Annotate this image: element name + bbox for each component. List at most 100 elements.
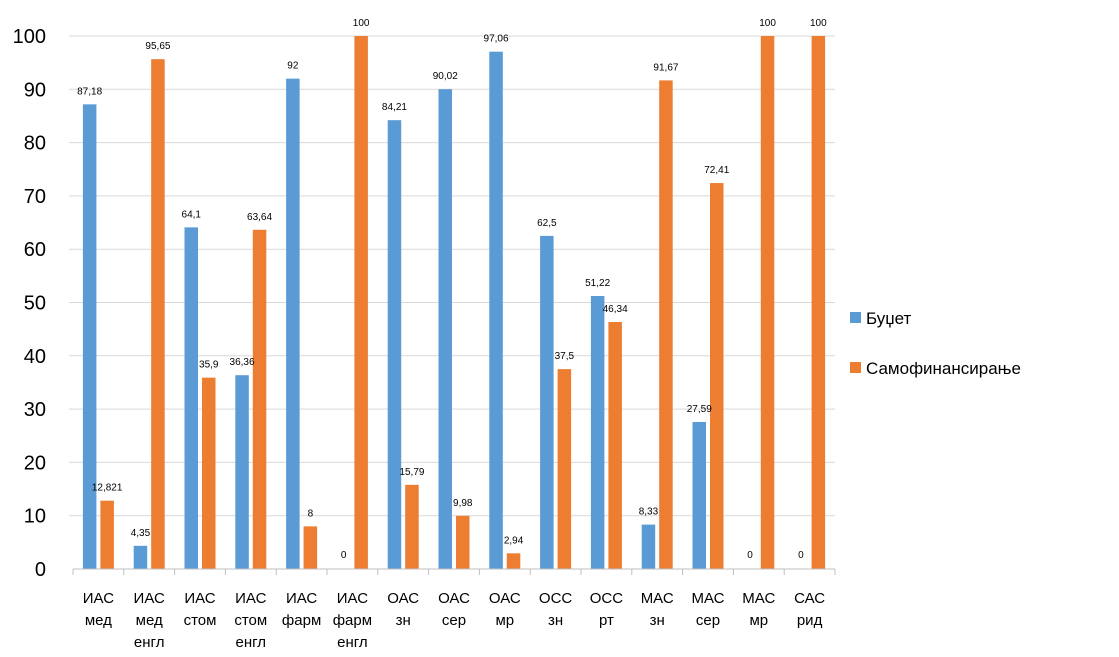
y-tick-label: 10	[24, 506, 46, 528]
x-category-label: ОАС мр	[489, 590, 521, 629]
x-category-label-line: сер	[442, 612, 466, 629]
x-category-label-line: енгл	[236, 634, 267, 651]
data-label: 90,02	[433, 71, 458, 82]
x-category-label-line: мр	[495, 612, 514, 629]
bar	[151, 59, 165, 570]
x-category-label: ИАС фарм енгл	[333, 590, 372, 651]
x-category-label-line: мр	[749, 612, 768, 629]
bar	[82, 104, 97, 569]
legend: Буџет Самофинансирање	[850, 309, 1021, 378]
data-label: 100	[353, 18, 370, 29]
x-category-label-line: ИАС	[286, 590, 317, 607]
x-category-label-line: мед	[85, 612, 112, 629]
data-label: 8,33	[639, 507, 659, 518]
data-label: 0	[798, 550, 804, 561]
x-category-label-line: ОСС	[590, 590, 624, 607]
x-category-label: ОАС сер	[438, 590, 470, 629]
x-category-label-line: САС	[794, 590, 825, 607]
x-category-label-line: ОАС	[438, 590, 470, 607]
x-category-label: ИАС стом енгл	[234, 590, 267, 651]
bar	[303, 526, 318, 569]
bar	[184, 227, 198, 570]
bar	[659, 80, 673, 570]
bar	[710, 183, 724, 570]
x-category-label-line: МАС	[691, 590, 724, 607]
x-category-label-line: МАС	[641, 590, 674, 607]
x-category-label-line: енгл	[337, 634, 368, 651]
data-label: 36,36	[230, 357, 255, 368]
bar	[202, 377, 216, 569]
x-category-label-line: ИАС	[83, 590, 114, 607]
bar	[590, 295, 605, 569]
bar	[133, 545, 148, 569]
data-label: 100	[810, 18, 827, 29]
bar	[692, 421, 706, 569]
x-category-label: МАС сер	[691, 590, 724, 629]
x-axis: ИАС мед ИАС мед енгл ИАС стом ИАС стом енгл ИАС фар…	[72, 568, 836, 651]
data-label: 46,34	[603, 304, 628, 315]
x-category-label: ИАС стом	[184, 590, 217, 629]
bar	[354, 36, 368, 569]
bar	[438, 89, 452, 570]
x-category-label-line: рид	[797, 612, 823, 629]
data-label: 92	[287, 61, 299, 72]
bar	[456, 515, 470, 569]
y-tick-label: 100	[13, 26, 46, 48]
bar	[760, 36, 775, 569]
data-label: 100	[759, 18, 776, 29]
y-tick-label: 90	[24, 79, 46, 101]
y-tick-label: 70	[24, 186, 46, 208]
bar	[489, 51, 503, 569]
x-category-label: САС рид	[794, 590, 825, 629]
x-category-label-line: фарм	[282, 612, 321, 629]
y-tick-label: 60	[24, 239, 46, 261]
bar	[252, 229, 267, 569]
x-category-label-line: ИАС	[235, 590, 266, 607]
x-category-label: ОАС зн	[387, 590, 419, 629]
x-category-label-line: зн	[396, 612, 411, 629]
y-tick-label: 40	[24, 346, 46, 368]
bar	[286, 78, 300, 569]
x-category-label-line: ИАС	[134, 590, 165, 607]
y-axis-ticks: 0 10 20 30 40 50 60 70 80 90 100	[13, 26, 46, 581]
x-category-label: ОСС зн	[539, 590, 573, 629]
bar	[405, 484, 419, 569]
x-category-label: ИАС мед енгл	[134, 590, 165, 651]
data-label: 84,21	[382, 102, 407, 113]
legend-label: Самофинансирање	[866, 359, 1021, 378]
x-category-label: ОСС рт	[590, 590, 624, 629]
y-tick-label: 30	[24, 399, 46, 421]
x-category-label: ИАС фарм	[282, 590, 321, 629]
x-category-label: МАС зн	[641, 590, 674, 629]
y-tick-label: 0	[35, 559, 46, 581]
data-label: 72,41	[704, 165, 729, 176]
legend-swatch	[850, 312, 861, 323]
bar	[100, 500, 114, 569]
data-label: 95,65	[145, 41, 170, 52]
x-category-label-line: ИАС	[184, 590, 215, 607]
x-category-label-line: рт	[599, 612, 614, 629]
data-label: 15,79	[399, 467, 424, 478]
x-category-label-line: стом	[184, 612, 217, 629]
bar	[811, 36, 826, 569]
x-category-label-line: МАС	[742, 590, 775, 607]
data-label: 97,06	[484, 34, 509, 45]
x-category-label-line: ОАС	[387, 590, 419, 607]
x-category-label-line: енгл	[134, 634, 165, 651]
data-label: 35,9	[199, 360, 219, 371]
x-category-label-line: стом	[234, 612, 267, 629]
bar	[387, 120, 402, 569]
y-tick-label: 20	[24, 452, 46, 474]
data-label: 37,5	[555, 351, 575, 362]
data-label: 63,64	[247, 212, 272, 223]
x-category-label-line: ИАС	[337, 590, 368, 607]
bar	[641, 524, 656, 569]
x-category-label-line: зн	[548, 612, 563, 629]
data-label: 12,821	[92, 483, 123, 494]
data-label: 62,5	[537, 218, 557, 229]
data-label: 0	[341, 550, 347, 561]
data-label: 51,22	[585, 278, 610, 289]
data-label: 8	[308, 508, 314, 519]
bar	[235, 375, 249, 569]
data-label: 87,18	[77, 86, 102, 97]
